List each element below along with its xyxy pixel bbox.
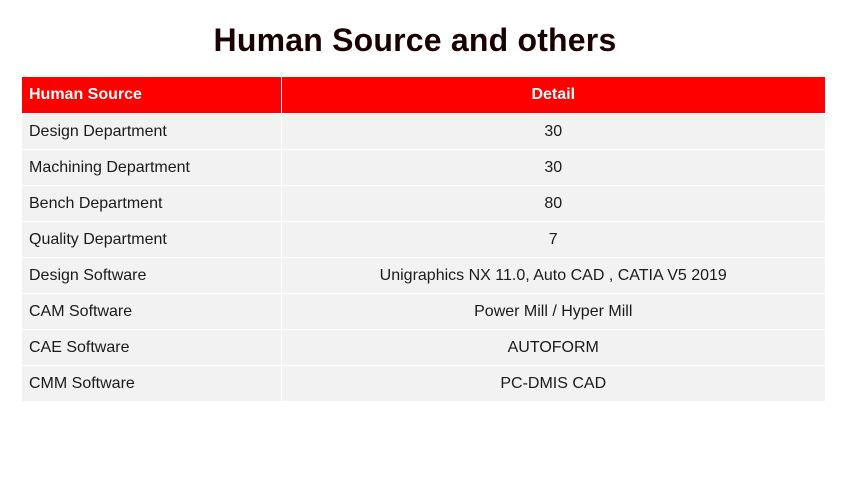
- human-source-table: Human Source Detail Design Department 30…: [22, 77, 825, 401]
- row-detail: PC-DMIS CAD: [281, 365, 825, 401]
- row-detail: Power Mill / Hyper Mill: [281, 293, 825, 330]
- row-detail: Unigraphics NX 11.0, Auto CAD , CATIA V5…: [281, 257, 825, 294]
- table-row: CAE Software AUTOFORM: [22, 329, 825, 366]
- table-row: CAM Software Power Mill / Hyper Mill: [22, 293, 825, 330]
- row-label: Design Software: [22, 257, 282, 294]
- row-detail: 30: [281, 113, 825, 150]
- table-row: Machining Department 30: [22, 149, 825, 186]
- column-header-human-source: Human Source: [22, 77, 282, 114]
- row-label: Machining Department: [22, 149, 282, 186]
- row-detail: 80: [281, 185, 825, 222]
- row-label: Bench Department: [22, 185, 282, 222]
- table-row: Bench Department 80: [22, 185, 825, 222]
- row-label: Quality Department: [22, 221, 282, 258]
- table-row: CMM Software PC-DMIS CAD: [22, 365, 825, 401]
- row-label: CAM Software: [22, 293, 282, 330]
- row-label: Design Department: [22, 113, 282, 150]
- column-header-detail: Detail: [281, 77, 825, 114]
- row-detail: AUTOFORM: [281, 329, 825, 366]
- table-row: Quality Department 7: [22, 221, 825, 258]
- row-label: CMM Software: [22, 365, 282, 401]
- table-header-row: Human Source Detail: [22, 77, 825, 114]
- row-detail: 30: [281, 149, 825, 186]
- page-title: Human Source and others: [213, 22, 617, 58]
- row-detail: 7: [281, 221, 825, 258]
- table-row: Design Department 30: [22, 113, 825, 150]
- table-row: Design Software Unigraphics NX 11.0, Aut…: [22, 257, 825, 294]
- row-label: CAE Software: [22, 329, 282, 366]
